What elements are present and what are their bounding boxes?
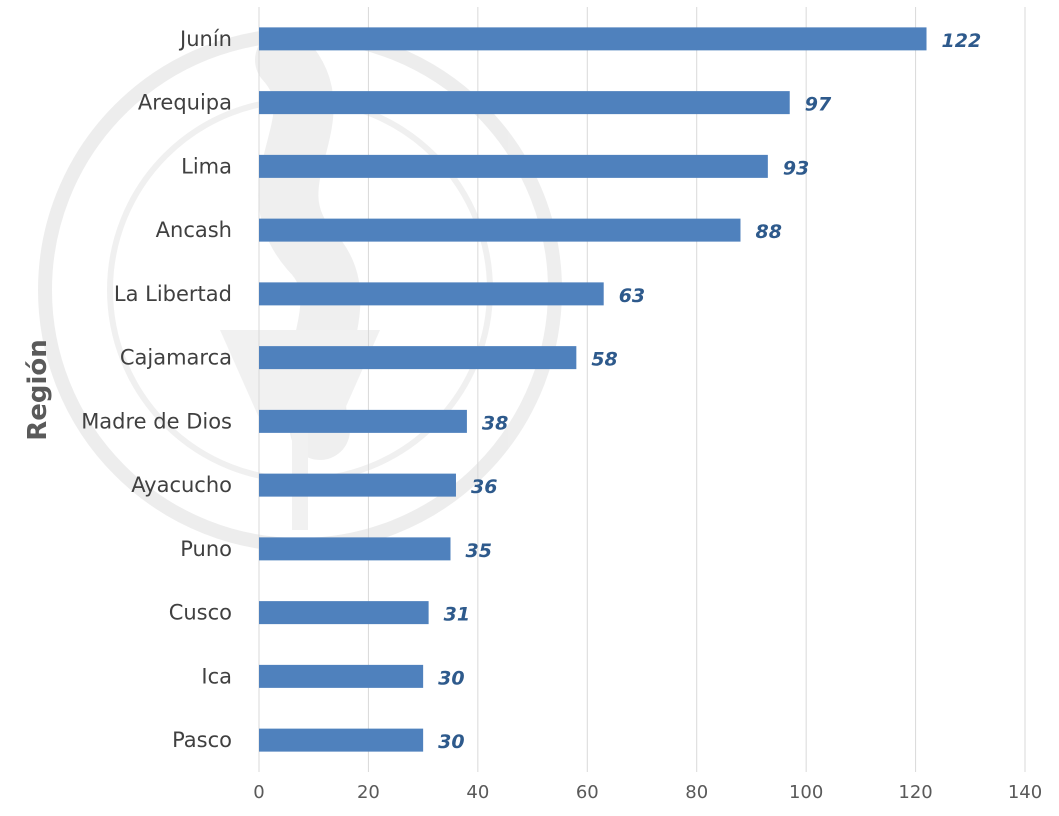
- category-label: Pasco: [172, 728, 232, 752]
- category-label: Ayacucho: [131, 473, 232, 497]
- data-label: 122: [942, 30, 982, 52]
- data-label: 36: [471, 476, 497, 498]
- bar: [259, 218, 741, 242]
- x-tick-label: 20: [357, 782, 380, 803]
- bar: [259, 473, 456, 497]
- data-label: 31: [444, 604, 470, 626]
- y-axis-title: Región: [23, 339, 53, 441]
- bar: [259, 537, 451, 561]
- bar: [259, 409, 467, 433]
- category-label: Cajamarca: [120, 346, 232, 370]
- data-label: 58: [591, 349, 617, 371]
- x-tick-label: 140: [1008, 782, 1042, 803]
- data-label: 35: [466, 540, 492, 562]
- bar: [259, 601, 429, 625]
- bar: [259, 728, 424, 752]
- bar: [259, 282, 604, 306]
- category-label: Cusco: [169, 601, 232, 625]
- data-label: 93: [783, 157, 809, 179]
- data-label: 30: [438, 731, 464, 753]
- bar: [259, 154, 768, 178]
- bar: [259, 664, 424, 688]
- category-label: Lima: [181, 154, 232, 178]
- category-label: Ica: [201, 664, 232, 688]
- x-tick-label: 0: [253, 782, 264, 803]
- data-label: 38: [482, 412, 508, 434]
- category-label: Arequipa: [138, 91, 232, 115]
- x-tick-label: 100: [789, 782, 823, 803]
- category-label: La Libertad: [114, 282, 232, 306]
- x-tick-label: 60: [576, 782, 599, 803]
- labels: 0 20 40 60 80 100 120 140 Junín 122 Arequipa 97 Lima…: [81, 27, 1042, 803]
- bars: [259, 27, 927, 752]
- bar: [259, 91, 790, 115]
- category-label: Junín: [178, 27, 232, 51]
- data-label: 97: [805, 94, 832, 116]
- bar: [259, 27, 927, 51]
- bar: [259, 346, 577, 370]
- x-tick-label: 80: [685, 782, 708, 803]
- data-label: 88: [755, 221, 781, 243]
- x-tick-label: 40: [466, 782, 489, 803]
- data-label: 63: [619, 285, 645, 307]
- data-label: 30: [438, 667, 464, 689]
- gridlines: [258, 7, 1026, 772]
- category-label: Ancash: [156, 218, 232, 242]
- category-label: Puno: [180, 537, 232, 561]
- x-tick-label: 120: [898, 782, 932, 803]
- category-label: Madre de Dios: [81, 409, 232, 433]
